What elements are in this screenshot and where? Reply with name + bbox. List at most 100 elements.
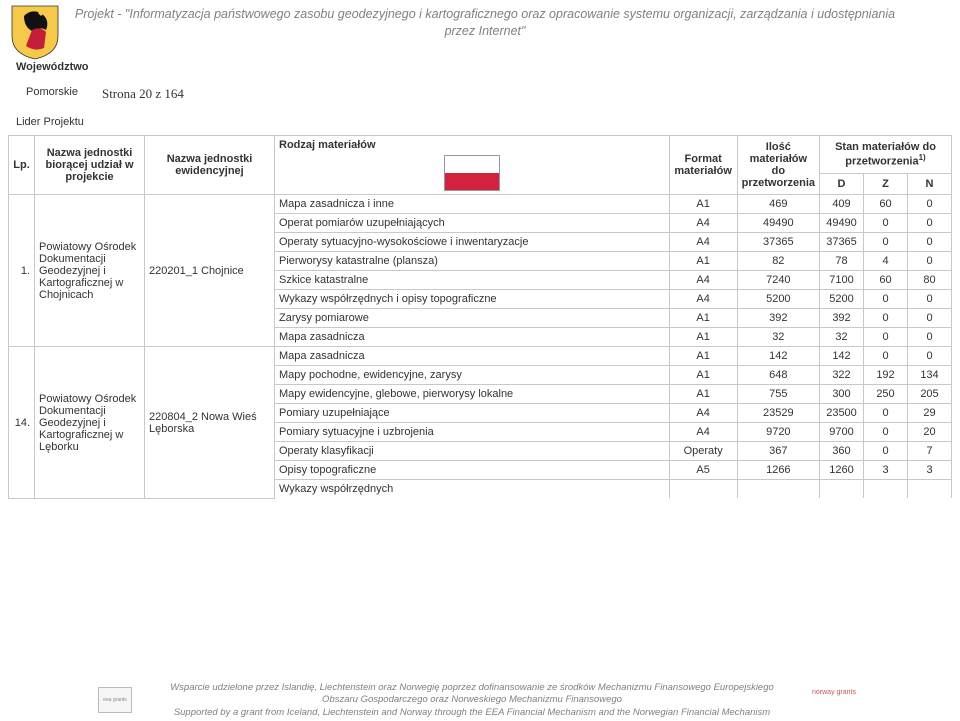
th-ilosc: Ilość materiałów do przetworzenia — [737, 136, 819, 195]
cell-ilosc: 469 — [737, 195, 819, 214]
cell-n: 0 — [908, 328, 952, 347]
flag-icon — [444, 155, 500, 191]
cell-rodzaj: Mapy pochodne, ewidencyjne, zarysy — [275, 366, 670, 385]
cell-n: 0 — [908, 214, 952, 233]
cell-fmt: Operaty — [669, 442, 737, 461]
cell-n: 134 — [908, 366, 952, 385]
page-info: Strona 20 z 164 — [102, 83, 184, 105]
cell-rodzaj: Operat pomiarów uzupełniających — [275, 214, 670, 233]
norway-logo-icon: norway grants — [812, 689, 862, 711]
cell-fmt: A1 — [669, 385, 737, 404]
cell-rodzaj: Mapa zasadnicza — [275, 328, 670, 347]
cell-n — [908, 480, 952, 499]
cell-ilosc: 392 — [737, 309, 819, 328]
cell-z: 60 — [864, 195, 908, 214]
cell-ilosc: 82 — [737, 252, 819, 271]
cell-n: 0 — [908, 347, 952, 366]
cell-rodzaj: Mapy ewidencyjne, glebowe, pierworysy lo… — [275, 385, 670, 404]
cell-fmt: A4 — [669, 404, 737, 423]
cell-d: 322 — [820, 366, 864, 385]
cell-z: 0 — [864, 442, 908, 461]
cell-rodzaj: Mapa zasadnicza — [275, 347, 670, 366]
cell-fmt: A4 — [669, 290, 737, 309]
lider-label: Lider Projektu — [16, 113, 960, 132]
cell-d: 1260 — [820, 461, 864, 480]
cell-ilosc: 5200 — [737, 290, 819, 309]
th-unit2: Nazwa jednostki ewidencyjnej — [145, 136, 275, 195]
cell-d: 409 — [820, 195, 864, 214]
cell-z: 0 — [864, 309, 908, 328]
cell-fmt: A4 — [669, 214, 737, 233]
cell-ilosc: 142 — [737, 347, 819, 366]
cell-rodzaj: Wykazy współrzędnych i opisy topograficz… — [275, 290, 670, 309]
cell-ilosc: 648 — [737, 366, 819, 385]
cell-z: 0 — [864, 423, 908, 442]
cell-n: 0 — [908, 290, 952, 309]
cell-fmt: A5 — [669, 461, 737, 480]
cell-fmt: A1 — [669, 347, 737, 366]
cell-d: 7100 — [820, 271, 864, 290]
cell-d: 32 — [820, 328, 864, 347]
cell-fmt: A1 — [669, 195, 737, 214]
cell-z: 0 — [864, 347, 908, 366]
table-row: 14.Powiatowy Ośrodek Dokumentacji Geodez… — [9, 347, 952, 366]
cell-ilosc: 37365 — [737, 233, 819, 252]
table-row: 1.Powiatowy Ośrodek Dokumentacji Geodezy… — [9, 195, 952, 214]
cell-ilosc — [737, 480, 819, 499]
cell-d: 300 — [820, 385, 864, 404]
cell-n: 0 — [908, 233, 952, 252]
cell-ilosc: 9720 — [737, 423, 819, 442]
cell-z: 0 — [864, 328, 908, 347]
crest-icon — [10, 4, 60, 60]
cell-z: 250 — [864, 385, 908, 404]
cell-n: 20 — [908, 423, 952, 442]
cell-ilosc: 367 — [737, 442, 819, 461]
cell-rodzaj: Operaty sytuacyjno-wysokościowe i inwent… — [275, 233, 670, 252]
cell-ilosc: 1266 — [737, 461, 819, 480]
cell-n: 3 — [908, 461, 952, 480]
cell-z: 60 — [864, 271, 908, 290]
cell-fmt: A1 — [669, 328, 737, 347]
th-rodzaj: Rodzaj materiałów — [275, 136, 670, 195]
cell-fmt — [669, 480, 737, 499]
th-stan: Stan materiałów do przetworzenia1) — [820, 136, 952, 174]
cell-rodzaj: Opisy topograficzne — [275, 461, 670, 480]
cell-lp: 1. — [9, 195, 35, 347]
footer: eea grants Wsparcie udzielone przez Isla… — [0, 682, 960, 719]
cell-fmt: A1 — [669, 309, 737, 328]
cell-d: 142 — [820, 347, 864, 366]
cell-fmt: A4 — [669, 423, 737, 442]
cell-n: 0 — [908, 195, 952, 214]
cell-z: 192 — [864, 366, 908, 385]
cell-unit1: Powiatowy Ośrodek Dokumentacji Geodezyjn… — [35, 195, 145, 347]
cell-ilosc: 49490 — [737, 214, 819, 233]
cell-z — [864, 480, 908, 499]
cell-n: 0 — [908, 252, 952, 271]
cell-rodzaj: Mapa zasadnicza i inne — [275, 195, 670, 214]
cell-d: 23500 — [820, 404, 864, 423]
th-format: Format materiałów — [669, 136, 737, 195]
cell-d — [820, 480, 864, 499]
cell-n: 0 — [908, 309, 952, 328]
cell-lp: 14. — [9, 347, 35, 499]
cell-rodzaj: Szkice katastralne — [275, 271, 670, 290]
cell-rodzaj: Zarysy pomiarowe — [275, 309, 670, 328]
footer-text-en: Supported by a grant from Iceland, Liech… — [152, 707, 792, 719]
cell-d: 78 — [820, 252, 864, 271]
cell-rodzaj: Pomiary uzupełniające — [275, 404, 670, 423]
cell-ilosc: 755 — [737, 385, 819, 404]
th-lp: Lp. — [9, 136, 35, 195]
cell-n: 205 — [908, 385, 952, 404]
cell-z: 0 — [864, 214, 908, 233]
cell-fmt: A4 — [669, 271, 737, 290]
cell-d: 360 — [820, 442, 864, 461]
cell-fmt: A1 — [669, 366, 737, 385]
cell-rodzaj: Wykazy współrzędnych — [275, 480, 670, 499]
cell-unit1: Powiatowy Ośrodek Dokumentacji Geodezyjn… — [35, 347, 145, 499]
cell-z: 0 — [864, 404, 908, 423]
cell-n: 29 — [908, 404, 952, 423]
footer-text: Wsparcie udzielone przez Islandię, Liech… — [152, 682, 792, 719]
th-unit1: Nazwa jednostki biorącej udział w projek… — [35, 136, 145, 195]
cell-ilosc: 23529 — [737, 404, 819, 423]
cell-d: 37365 — [820, 233, 864, 252]
